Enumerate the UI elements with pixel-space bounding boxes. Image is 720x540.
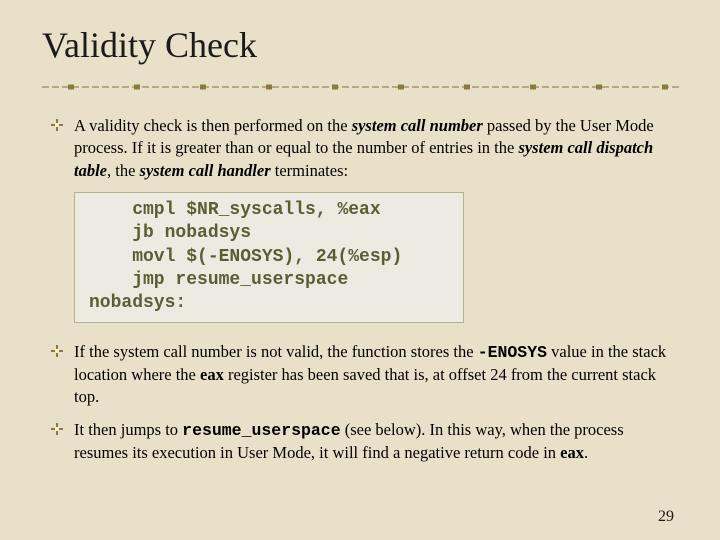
bullet-icon (50, 422, 64, 436)
bullet-text-3: It then jumps to resume_userspace (see b… (74, 419, 678, 465)
bullet-text-1: A validity check is then performed on th… (74, 115, 678, 182)
page-number: 29 (658, 508, 674, 526)
bullet-item-2: If the system call number is not valid, … (42, 341, 678, 409)
p1-t3: , the (107, 161, 140, 180)
bullet-icon (50, 118, 64, 132)
p1-bi1: system call number (352, 116, 483, 135)
p3-t1: It then jumps to (74, 420, 182, 439)
bullet-item-3: It then jumps to resume_userspace (see b… (42, 419, 678, 465)
p2-m1: -ENOSYS (478, 343, 547, 362)
p2-b1: eax (200, 365, 224, 384)
bullet-icon (50, 344, 64, 358)
slide-container: Validity Check A validity check is then … (0, 0, 720, 540)
bullet-text-2: If the system call number is not valid, … (74, 341, 678, 409)
p1-bi3: system call handler (140, 161, 271, 180)
code-block: cmpl $NR_syscalls, %eax jb nobadsys movl… (74, 192, 464, 323)
p1-t1: A validity check is then performed on th… (74, 116, 352, 135)
p3-m1: resume_userspace (182, 421, 340, 440)
p2-t1: If the system call number is not valid, … (74, 342, 478, 361)
slide-title: Validity Check (42, 24, 678, 66)
p3-t3: . (584, 443, 588, 462)
bullet-item-1: A validity check is then performed on th… (42, 115, 678, 182)
divider-line (42, 84, 682, 90)
p3-b1: eax (560, 443, 584, 462)
p1-t4: terminates: (271, 161, 348, 180)
